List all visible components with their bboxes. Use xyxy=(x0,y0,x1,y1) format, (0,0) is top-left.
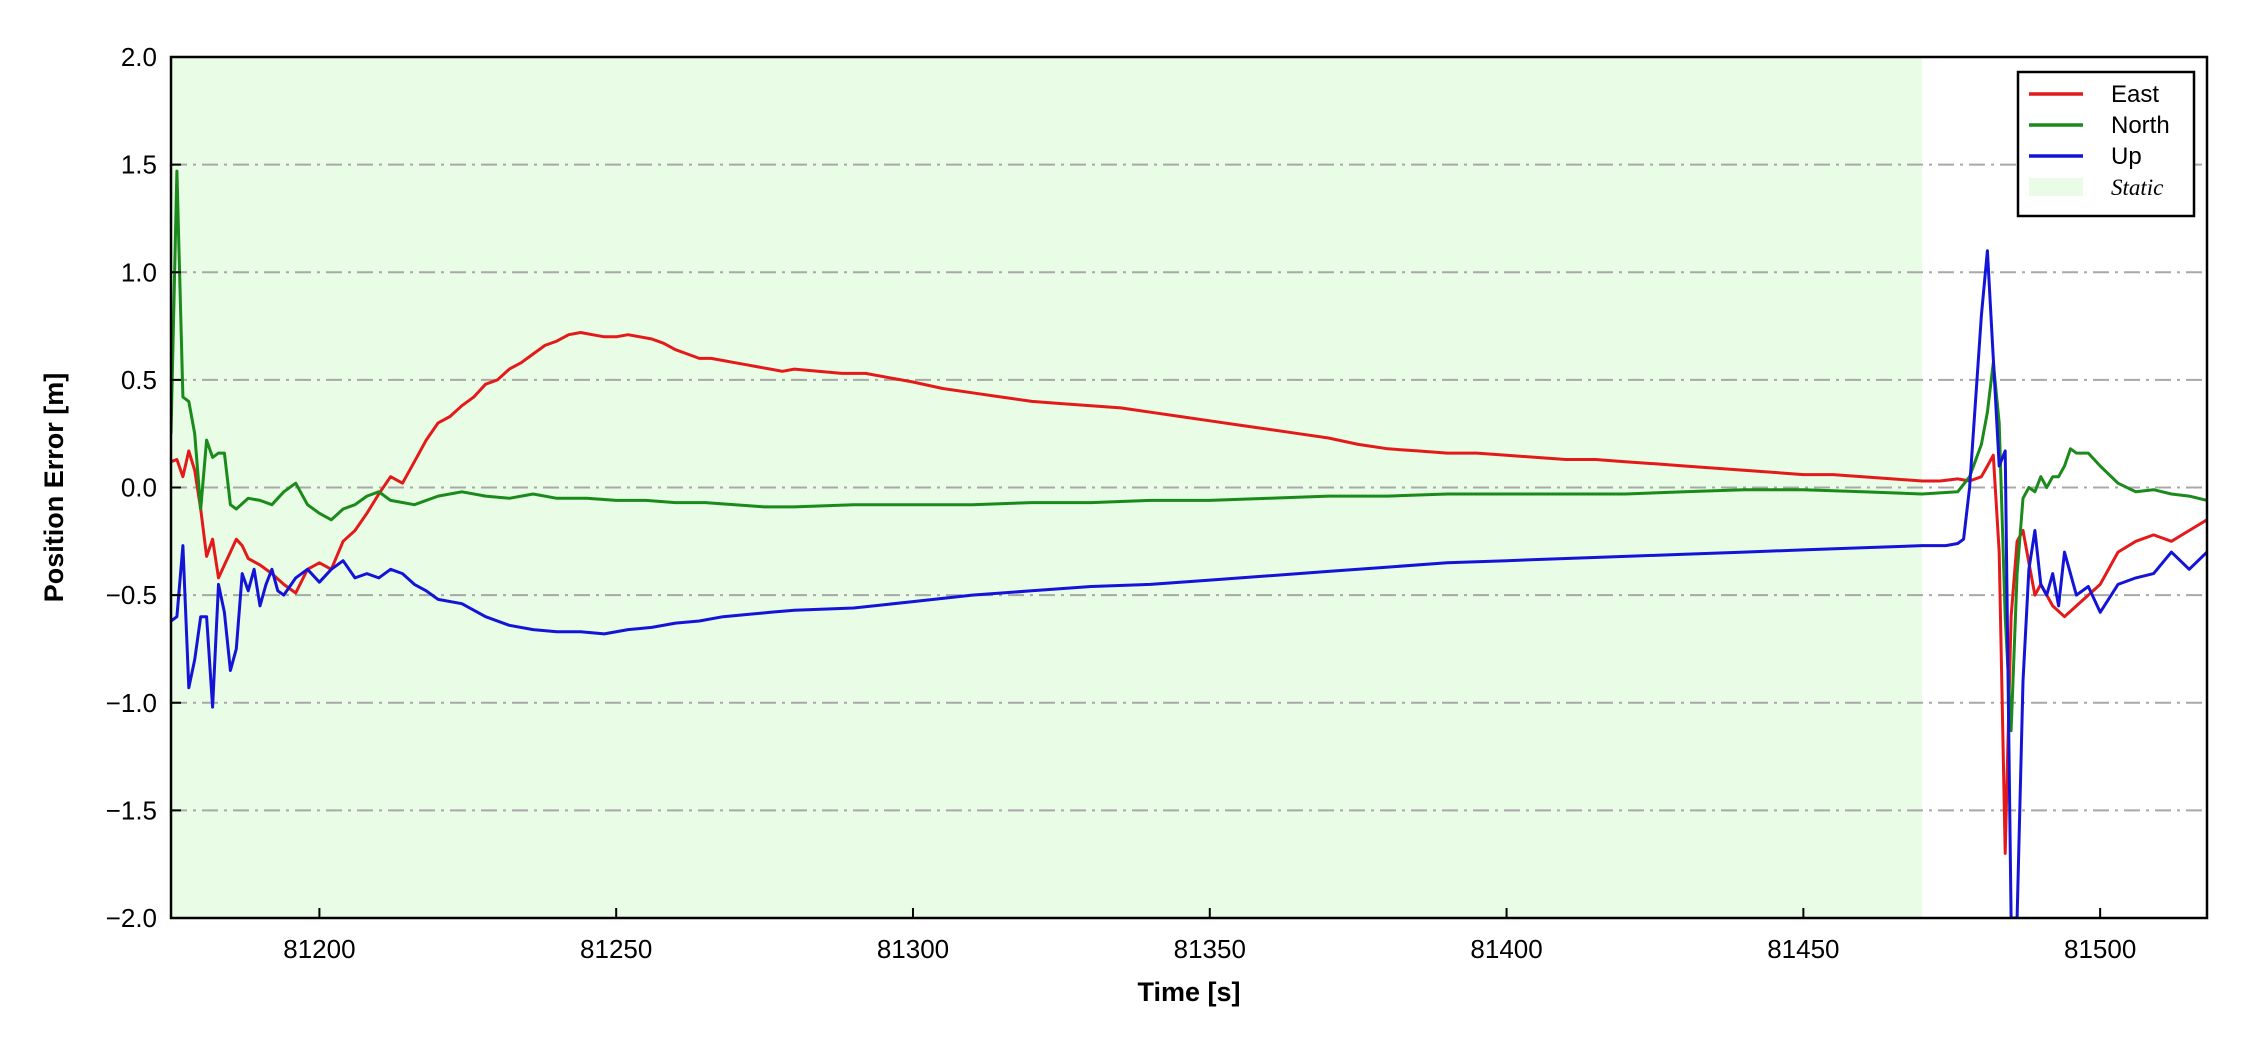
y-tick-label: 1.0 xyxy=(121,257,157,287)
x-tick-label: 81350 xyxy=(1174,934,1246,964)
legend: East North Up Static xyxy=(2016,70,2196,218)
y-axis-label: Position Error [m] xyxy=(39,373,69,603)
x-axis-label: Time [s] xyxy=(1137,977,1240,1007)
y-tick-label: −1.5 xyxy=(106,795,157,825)
series-layer xyxy=(171,169,2207,918)
y-tick-label: −0.5 xyxy=(106,580,157,610)
x-tick-label: 81400 xyxy=(1470,934,1542,964)
x-tick-label: 81250 xyxy=(580,934,652,964)
series-line-up xyxy=(171,249,2207,918)
y-tick-label: 0.5 xyxy=(121,365,157,395)
y-tick-label: −1.0 xyxy=(106,688,157,718)
legend-label-static: Static xyxy=(2111,175,2163,200)
x-tick-label: 81300 xyxy=(877,934,949,964)
y-tick-label: 0.0 xyxy=(121,473,157,503)
y-tick-label: 2.0 xyxy=(121,42,157,72)
grid-layer xyxy=(171,163,2207,812)
series-line-north xyxy=(171,169,2207,733)
x-tick-label: 81200 xyxy=(283,934,355,964)
y-tick-label: −2.0 xyxy=(106,903,157,933)
legend-label-east: East xyxy=(2111,81,2159,108)
x-tick-label: 81450 xyxy=(1767,934,1839,964)
x-tick-label: 81500 xyxy=(2064,934,2136,964)
series-line-east xyxy=(171,331,2207,855)
tick-layer: 81200 81250 81300 81350 81400 81450 81500 −2.0 −… xyxy=(106,42,2137,964)
y-tick-label: 1.5 xyxy=(121,150,157,180)
legend-swatch-static xyxy=(2029,178,2083,196)
legend-label-north: North xyxy=(2111,112,2170,139)
legend-label-up: Up xyxy=(2111,143,2142,170)
